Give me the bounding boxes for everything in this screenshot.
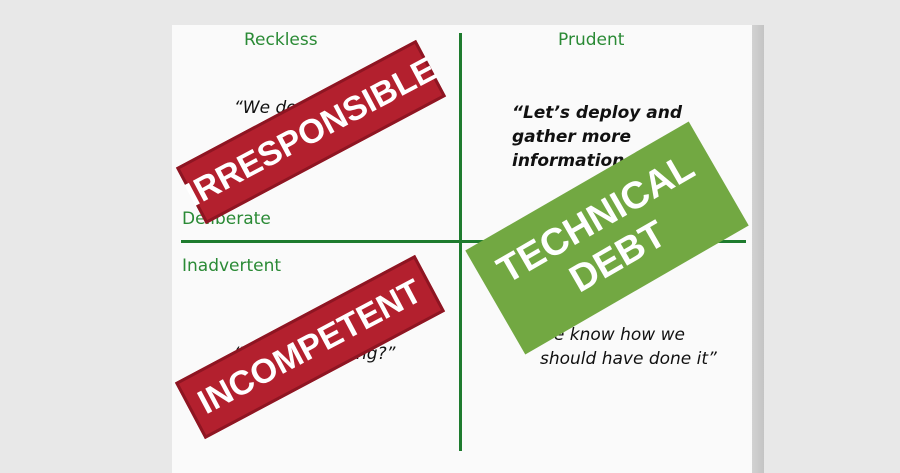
panel-edge — [752, 25, 764, 473]
label-reckless: Reckless — [244, 30, 318, 50]
label-prudent: Prudent — [558, 30, 625, 50]
label-inadvertent: Inadvertent — [182, 256, 282, 276]
quote-prudent-deliberate: “Let’s deploy and gather more informatio… — [512, 103, 683, 171]
horizontal-axis-line — [181, 240, 746, 243]
